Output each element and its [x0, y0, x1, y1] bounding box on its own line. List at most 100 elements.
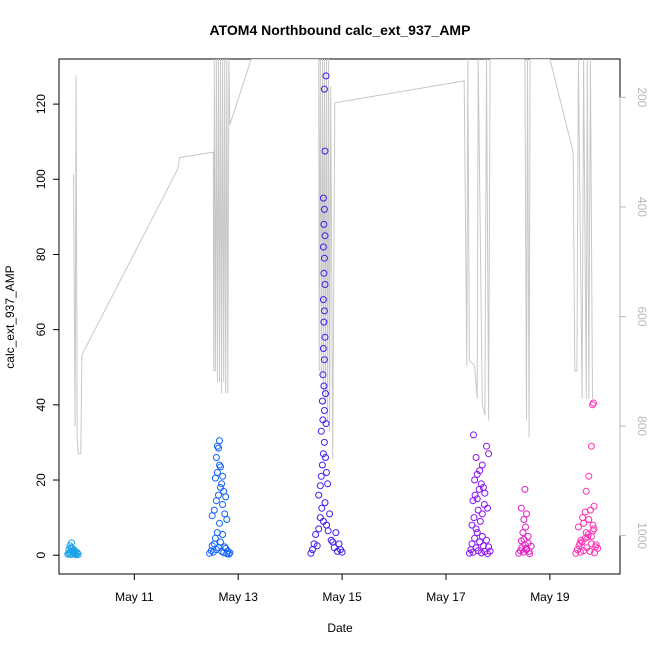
- data-point: [585, 472, 593, 480]
- data-point: [318, 504, 326, 512]
- data-point: [473, 495, 481, 503]
- data-point: [320, 382, 328, 390]
- data-point: [317, 472, 325, 480]
- data-point: [217, 538, 224, 546]
- data-point: [225, 550, 233, 558]
- data-point: [324, 480, 332, 488]
- data-point: [208, 542, 216, 550]
- data-point: [213, 469, 221, 476]
- data-point: [470, 431, 477, 439]
- data-point: [332, 529, 340, 537]
- data-point: [472, 454, 480, 461]
- data-point: [320, 254, 328, 262]
- x-tick-label: May 19: [530, 590, 570, 604]
- data-point: [587, 532, 595, 540]
- y-axis: 0 20 40 60 80 100 120: [34, 94, 60, 559]
- data-point: [524, 532, 532, 540]
- data-point: [472, 525, 480, 533]
- data-point: [318, 461, 326, 469]
- data-point: [307, 549, 315, 557]
- data-point: [223, 516, 231, 523]
- data-point: [471, 534, 479, 542]
- data-point: [586, 547, 594, 555]
- data-point: [217, 463, 224, 471]
- depth-trace-layer: [73, 59, 593, 459]
- data-point: [474, 506, 482, 514]
- data-point: [478, 461, 486, 469]
- data-point: [572, 549, 580, 557]
- data-point: [321, 232, 329, 240]
- data-point: [585, 516, 593, 523]
- data-point: [525, 547, 533, 555]
- data-point: [521, 541, 529, 549]
- data-point: [319, 345, 327, 352]
- data-point: [321, 333, 329, 341]
- data-point: [320, 318, 328, 326]
- data-point: [319, 243, 327, 251]
- data-point: [207, 547, 215, 555]
- data-point: [322, 390, 329, 398]
- y-tick-label: 60: [34, 323, 48, 337]
- data-point: [315, 491, 323, 499]
- data-point: [577, 536, 585, 544]
- data-point: [323, 469, 330, 476]
- data-point: [476, 538, 484, 546]
- data-point: [319, 296, 327, 304]
- data-point: [320, 407, 328, 414]
- data-point: [584, 533, 592, 541]
- data-point: [65, 546, 73, 554]
- data-point: [216, 519, 223, 527]
- data-point: [320, 356, 328, 364]
- x-tick-label: May 11: [115, 590, 154, 604]
- data-point: [321, 499, 329, 507]
- x-tick-label: May 13: [219, 590, 259, 604]
- data-point: [319, 371, 327, 379]
- chart-title: ATOM4 Northbound calc_ext_937_AMP: [210, 22, 471, 38]
- depth-trace-line: [73, 59, 593, 459]
- data-point: [483, 536, 490, 544]
- data-point: [478, 532, 486, 540]
- x-tick-label: May 15: [322, 590, 362, 604]
- data-point: [470, 514, 478, 522]
- data-point: [320, 205, 328, 213]
- data-point: [481, 489, 489, 497]
- data-point: [210, 506, 218, 514]
- x-axis: May 11 May 13 May 15 May 17 May 19: [115, 573, 570, 604]
- data-point: [485, 543, 493, 551]
- data-point: [322, 72, 330, 80]
- data-point: [587, 442, 595, 450]
- data-point: [589, 521, 597, 529]
- data-point: [522, 523, 529, 531]
- y-tick-label: 40: [34, 398, 48, 412]
- data-point: [322, 454, 329, 461]
- data-point: [574, 523, 582, 531]
- data-point: [216, 437, 223, 445]
- data-point: [468, 540, 476, 548]
- right-tick-label: 600: [635, 306, 649, 326]
- right-tick-label: 200: [635, 87, 649, 107]
- data-point: [476, 517, 484, 525]
- y-tick-label: 100: [34, 169, 48, 189]
- data-point: [317, 427, 325, 435]
- data-point: [338, 548, 346, 556]
- data-point: [519, 529, 527, 537]
- data-point: [68, 539, 75, 547]
- data-point: [320, 438, 328, 446]
- data-point: [576, 539, 584, 547]
- data-point: [315, 525, 323, 533]
- data-point: [590, 399, 597, 407]
- data-point: [590, 502, 598, 510]
- data-point: [521, 485, 529, 493]
- data-point: [215, 491, 222, 499]
- y-tick-label: 0: [34, 552, 48, 559]
- data-point: [316, 482, 324, 490]
- data-point: [582, 529, 590, 537]
- data-point: [219, 501, 227, 508]
- data-point: [322, 420, 330, 428]
- data-point: [219, 531, 227, 538]
- right-tick-label: 1000: [635, 522, 649, 549]
- data-point: [321, 281, 329, 288]
- data-point: [592, 543, 600, 551]
- y-tick-label: 80: [34, 247, 48, 261]
- data-point: [594, 544, 602, 552]
